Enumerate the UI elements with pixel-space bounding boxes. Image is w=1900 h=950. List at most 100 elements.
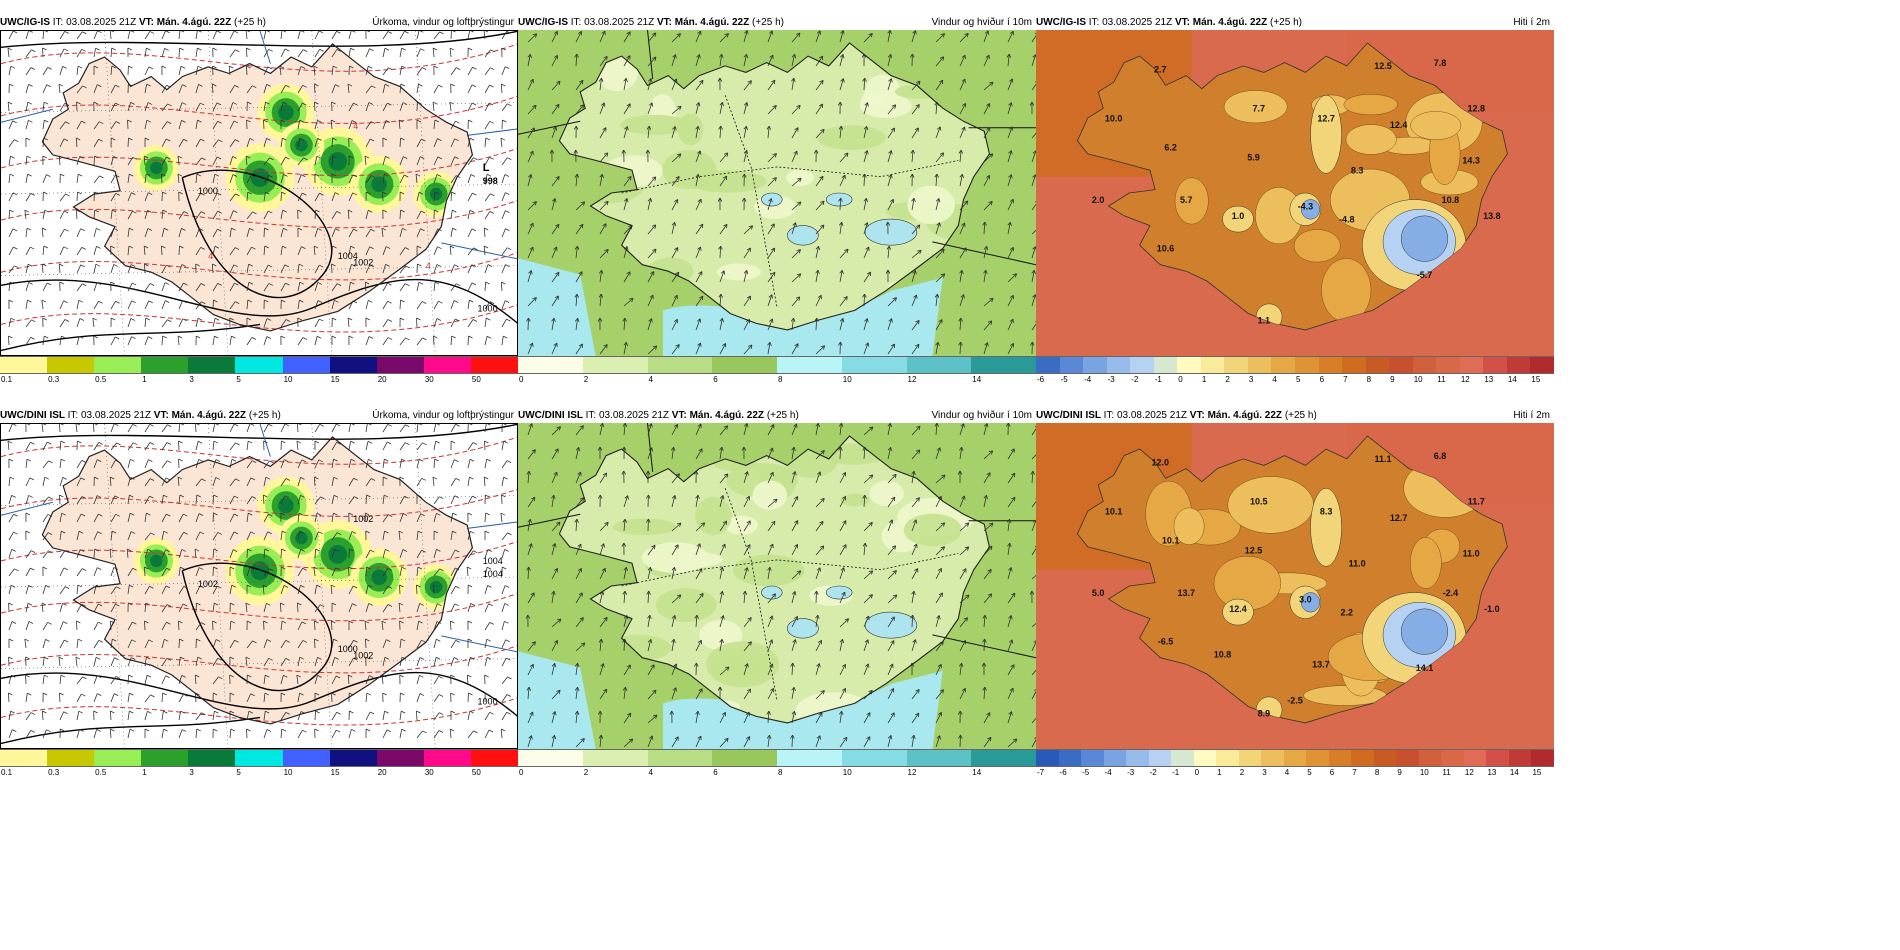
wind-arrow-icon xyxy=(839,688,846,700)
wind-barb-icon xyxy=(8,155,15,166)
vt-prefix: VT: xyxy=(138,17,157,28)
wind-barb-icon xyxy=(416,710,421,721)
wind-barb-icon xyxy=(449,245,455,256)
wind-barb-icon xyxy=(398,602,404,613)
wind-barb-icon xyxy=(314,620,319,631)
wind-barb-icon xyxy=(314,656,322,667)
wind-barb-icon xyxy=(263,531,272,541)
wind-barb-icon xyxy=(144,549,152,559)
wind-arrow-icon xyxy=(575,79,584,91)
wind-barb-icon xyxy=(195,173,202,184)
wind-barb-icon xyxy=(297,530,304,541)
wind-barb-icon xyxy=(178,65,186,76)
model-name: UWC/IG-IS xyxy=(0,17,53,28)
wind-barb-icon xyxy=(212,102,222,112)
wind-arrow-icon xyxy=(911,127,919,139)
wind-arrow-icon xyxy=(743,688,751,700)
wind-arrow-icon xyxy=(863,33,873,43)
wind-barb-icon xyxy=(467,247,478,256)
legend-tick-label: -5 xyxy=(1060,375,1068,384)
wind-barb-icon xyxy=(433,440,440,451)
wind-arrow-icon xyxy=(622,686,628,700)
wind-arrow-icon xyxy=(1007,246,1014,259)
isobar-label: 4 xyxy=(353,121,358,131)
wind-barb-icon xyxy=(280,728,286,739)
wind-barb-icon xyxy=(263,639,272,649)
wind-arrow-icon xyxy=(767,223,775,235)
wind-arrow-icon xyxy=(599,472,607,484)
wind-barb-icon xyxy=(348,657,358,667)
wind-barb-icon xyxy=(178,211,189,220)
wind-barb-icon xyxy=(246,548,252,559)
legend-swatch xyxy=(1238,750,1262,766)
wind-barb-icon xyxy=(399,227,407,238)
wind-barb-icon xyxy=(178,120,186,130)
legend-swatch xyxy=(777,357,842,373)
wind-arrow-icon xyxy=(671,687,677,700)
wind-arrow-icon xyxy=(598,734,604,748)
wind-barb-icon xyxy=(229,301,240,310)
wind-barb-icon xyxy=(59,66,67,76)
wind-arrow-icon xyxy=(863,150,869,163)
wind-barb-icon xyxy=(484,692,490,703)
legend-swatch xyxy=(329,750,377,766)
legend-colorbar xyxy=(0,356,519,374)
temperature-label: 5.9 xyxy=(1247,152,1260,162)
wind-arrow-icon xyxy=(719,152,729,163)
wind-barb-icon xyxy=(416,119,422,130)
wind-arrow-icon xyxy=(551,543,557,556)
wind-barb-icon xyxy=(501,657,511,667)
wind-arrow-icon xyxy=(621,542,627,556)
wind-barb-icon xyxy=(331,155,337,166)
wind-barb-icon xyxy=(467,692,473,703)
wind-arrow-icon xyxy=(959,126,966,139)
wind-arrow-icon xyxy=(863,615,870,628)
wind-barb-icon xyxy=(263,299,269,310)
wind-barb-icon xyxy=(212,139,223,148)
wind-barb-icon xyxy=(484,67,495,76)
wind-barb-icon xyxy=(280,692,286,703)
wind-barb-icon xyxy=(195,585,205,595)
wind-arrow-icon xyxy=(671,567,677,580)
wind-barb-icon xyxy=(59,138,69,148)
wind-arrow-icon xyxy=(599,152,609,163)
wind-arrow-icon xyxy=(743,80,752,91)
wind-arrow-icon xyxy=(551,471,558,484)
wind-arrow-icon xyxy=(791,249,801,259)
wind-arrow-icon xyxy=(598,293,604,307)
wind-barb-icon xyxy=(42,101,49,112)
wind-barb-icon xyxy=(263,174,273,184)
wind-barb-icon xyxy=(161,245,166,256)
legend-swatch xyxy=(235,750,283,766)
wind-arrow-icon xyxy=(887,343,896,355)
wind-barb-icon xyxy=(109,728,115,739)
wind-barb-icon xyxy=(331,549,339,559)
wind-barb-icon xyxy=(314,675,322,685)
wind-barb-icon xyxy=(127,692,134,703)
legend-tick-label: 9 xyxy=(1390,375,1395,384)
wind-arrow-icon xyxy=(695,125,700,139)
wind-barb-icon xyxy=(25,31,33,40)
wind-arrow-icon xyxy=(791,273,802,283)
wind-barb-icon xyxy=(229,139,240,148)
wind-barb-icon xyxy=(76,299,83,310)
wind-barb-icon xyxy=(75,656,81,667)
wind-barb-icon xyxy=(280,657,290,667)
wind-arrow-icon xyxy=(1031,666,1036,676)
wind-arrow-icon xyxy=(791,544,799,556)
wind-barb-icon xyxy=(161,675,170,685)
legend-labels: -6 -5 -4 -3 -2 -1 0 1 2 3 4 5 6 7 8 9 10 11 12 13 14 15 xyxy=(1036,374,1554,386)
panel-header: UWC/IG-IS IT: 03.08.2025 21Z VT: Mán. 4.… xyxy=(1036,16,1554,30)
wind-arrow-icon xyxy=(671,247,679,259)
wind-barb-icon xyxy=(365,711,375,721)
wind-barb-icon xyxy=(24,209,30,220)
wind-barb-icon xyxy=(195,102,205,112)
wind-barb-icon xyxy=(364,620,370,631)
legend-tick-label: -6 xyxy=(1059,768,1067,777)
wind-barb-icon xyxy=(177,173,183,184)
wind-barb-icon xyxy=(263,692,270,703)
wind-barb-icon xyxy=(348,174,358,184)
wind-barb-icon xyxy=(229,102,237,112)
legend-tick-label: 3 xyxy=(1262,768,1267,777)
